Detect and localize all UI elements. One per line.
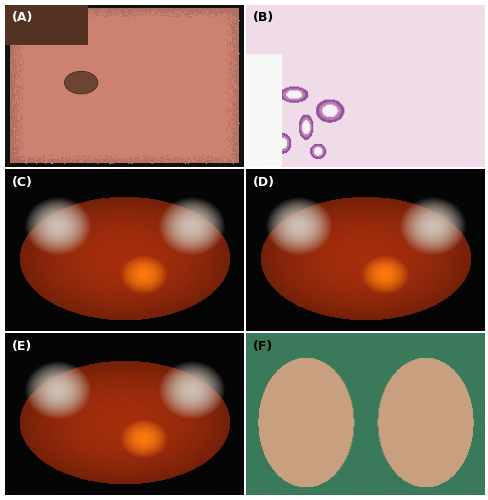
Polygon shape (10, 8, 238, 164)
Text: (A): (A) (12, 12, 33, 24)
Text: (D): (D) (252, 176, 274, 188)
Text: (F): (F) (252, 340, 273, 353)
Text: (B): (B) (252, 12, 274, 24)
Text: (C): (C) (12, 176, 33, 188)
Polygon shape (5, 5, 88, 46)
Circle shape (64, 72, 98, 94)
Text: (E): (E) (12, 340, 32, 353)
